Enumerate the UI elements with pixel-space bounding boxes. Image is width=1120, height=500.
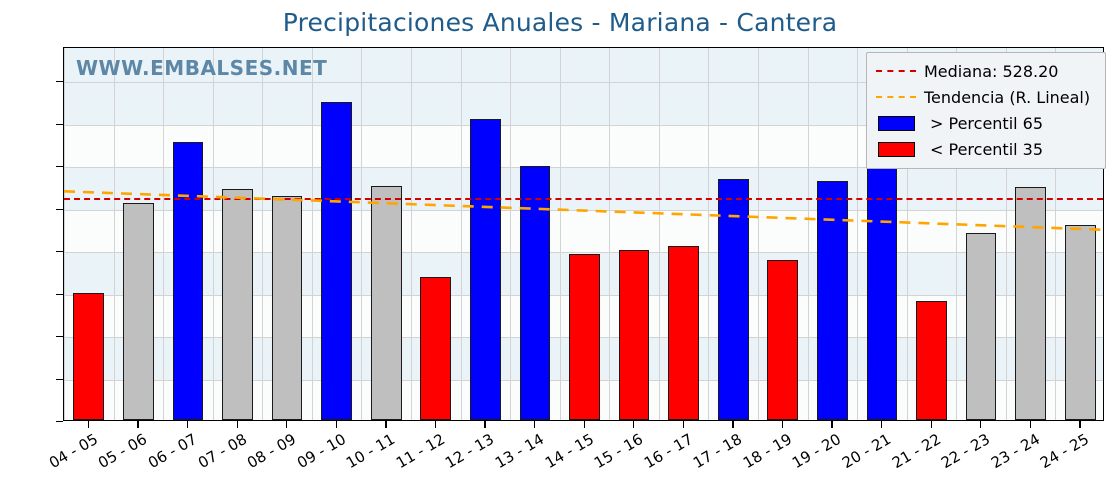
x-tick-label: 16 - 17 [640,430,696,473]
x-tick-label: 06 - 07 [144,430,200,473]
legend-item-label: > Percentil 65 [930,113,1044,133]
bar-12-13 [469,119,501,420]
y-tick-mark [56,251,63,253]
y-tick-mark [56,208,63,210]
x-tick-mark [583,421,585,428]
x-tick-label: 21 - 22 [888,430,944,473]
bar-18-19 [767,259,799,420]
x-tick-label: 08 - 09 [244,430,300,473]
trend-line [64,48,1103,420]
y-tick-mark [56,293,63,295]
y-tick-mark [56,378,63,380]
median-line [64,197,1103,200]
x-tick-label: 13 - 14 [491,430,547,473]
x-tick-mark [682,421,685,428]
x-tick-mark [286,421,288,428]
x-tick-label: 19 - 20 [789,430,845,473]
x-tick-label: 10 - 11 [343,430,399,473]
x-tick-label: 20 - 21 [838,430,894,473]
bar-15-16 [618,249,650,420]
bar-24-25 [1064,225,1096,420]
bar-07-08 [222,189,253,420]
x-tick-mark [335,421,338,428]
bar-10-11 [370,185,402,420]
x-tick-label: 09 - 10 [293,430,349,473]
x-tick-mark [831,421,833,428]
legend-item[interactable]: Mediana: 528.20 [874,58,1098,84]
legend-item-label: Tendencia (R. Lineal) [924,87,1091,107]
bar-22-23 [965,233,997,420]
x-tick-mark [434,421,437,428]
legend-item-label: < Percentil 35 [930,139,1044,159]
bar-16-17 [668,246,699,420]
x-tick-mark [137,421,139,428]
x-tick-mark [484,421,486,428]
bar-14-15 [569,254,600,420]
x-tick-mark [880,421,883,428]
x-tick-mark [781,421,784,428]
x-tick-mark [1029,421,1032,428]
legend-item[interactable]: Tendencia (R. Lineal) [874,84,1098,110]
x-tick-label: 15 - 16 [591,430,647,473]
trend-line-key-icon [874,96,918,98]
legend-item[interactable]: < Percentil 35 [874,136,1098,162]
bar-04-05 [73,292,105,420]
y-tick-mark [56,81,63,83]
legend-item-label: Mediana: 528.20 [924,61,1059,81]
bar-06-07 [172,141,204,420]
bar-11-12 [420,277,452,420]
x-tick-label: 12 - 13 [442,430,498,473]
legend-item[interactable]: > Percentil 65 [874,110,1098,136]
page-title: Precipitaciones Anuales - Mariana - Cant… [282,8,838,37]
x-tick-mark [1079,421,1081,428]
bar-05-06 [122,202,154,420]
x-tick-label: 05 - 06 [95,430,151,473]
x-tick-mark [186,421,189,428]
y-tick-mark [56,166,63,168]
y-tick-mark [56,336,63,338]
x-tick-label: 24 - 25 [1037,430,1093,473]
bar-21-22 [916,301,947,420]
x-tick-label: 14 - 15 [541,430,597,473]
high-percentile-swatch-icon [874,115,918,131]
bar-17-18 [717,179,749,420]
x-tick-mark [385,421,387,428]
x-tick-label: 23 - 24 [987,430,1043,473]
bar-09-10 [321,102,352,420]
x-tick-mark [87,421,90,428]
x-tick-label: 07 - 08 [194,430,250,473]
low-percentile-swatch-icon [874,141,918,157]
watermark: WWW.EMBALSES.NET [76,56,328,80]
x-tick-mark [930,421,932,428]
bar-08-09 [271,195,303,420]
y-tick-mark [56,123,63,125]
x-tick-mark [236,421,238,428]
legend: Mediana: 528.20 Tendencia (R. Lineal) > … [866,52,1106,169]
y-tick-mark [56,421,63,423]
median-line-key-icon [874,70,918,72]
x-tick-mark [633,421,635,428]
x-tick-label: 22 - 23 [938,430,994,473]
y-axis: 0100200300400500600700800 [0,47,1120,423]
x-tick-mark [980,421,982,428]
x-tick-mark [533,421,536,428]
x-tick-mark [732,421,734,428]
x-tick-label: 17 - 18 [690,430,746,473]
